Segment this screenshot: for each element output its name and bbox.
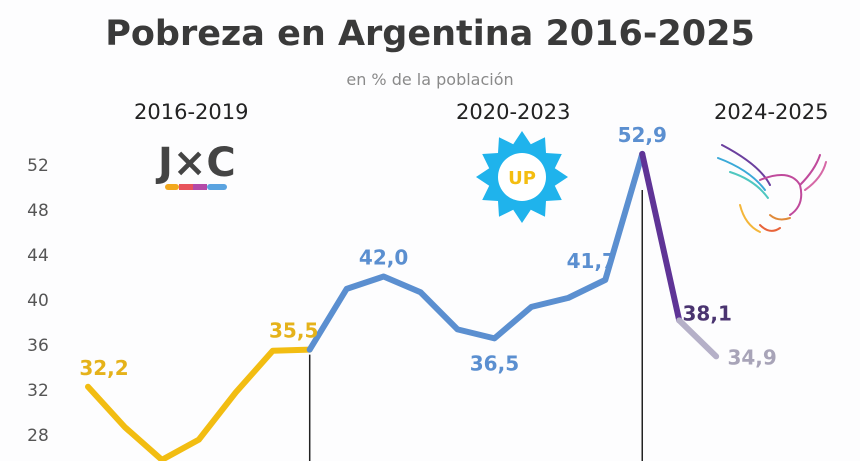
y-tick-label: 32 <box>27 381 49 401</box>
data-label: 32,2 <box>79 356 128 380</box>
data-label: 41,7 <box>567 249 616 273</box>
data-label: 34,9 <box>727 345 776 369</box>
series-line-2024-2025 <box>676 317 720 360</box>
eagle-logo <box>717 144 827 233</box>
jxc-logo-text: J×C <box>155 140 236 186</box>
y-tick-label: 52 <box>27 156 49 176</box>
period-label-3: 2024-2025 <box>714 100 829 124</box>
data-label: 36,5 <box>470 351 519 375</box>
jxc-logo: J×C <box>155 140 236 190</box>
chart-title: Pobreza en Argentina 2016-2025 <box>105 14 755 54</box>
sun-logo-text: UP <box>508 168 536 189</box>
chart-subtitle: en % de la población <box>346 70 514 89</box>
data-label: 35,5 <box>269 319 318 343</box>
series-line-2020-2023 <box>306 150 646 353</box>
sun-logo: UP <box>476 131 568 223</box>
data-label: 38,1 <box>683 301 732 325</box>
period-label-2: 2020-2023 <box>456 100 571 124</box>
y-tick-label: 44 <box>27 246 49 266</box>
y-tick-label: 48 <box>27 201 49 221</box>
y-tick-label: 28 <box>27 426 49 446</box>
y-tick-label: 40 <box>27 291 49 311</box>
y-tick-label: 36 <box>27 336 49 356</box>
series-line-2024-2025 <box>639 150 683 324</box>
data-label: 52,9 <box>618 123 667 147</box>
data-label: 42,0 <box>359 246 408 270</box>
period-label-1: 2016-2019 <box>134 100 249 124</box>
